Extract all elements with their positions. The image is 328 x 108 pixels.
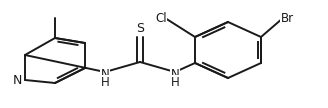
Text: S: S [136, 22, 144, 36]
Text: N: N [101, 68, 109, 80]
Text: Cl: Cl [155, 11, 167, 25]
Text: N: N [171, 68, 179, 80]
Text: N: N [12, 74, 22, 87]
Text: Br: Br [280, 11, 294, 25]
Text: H: H [171, 75, 179, 88]
Text: H: H [101, 75, 109, 88]
